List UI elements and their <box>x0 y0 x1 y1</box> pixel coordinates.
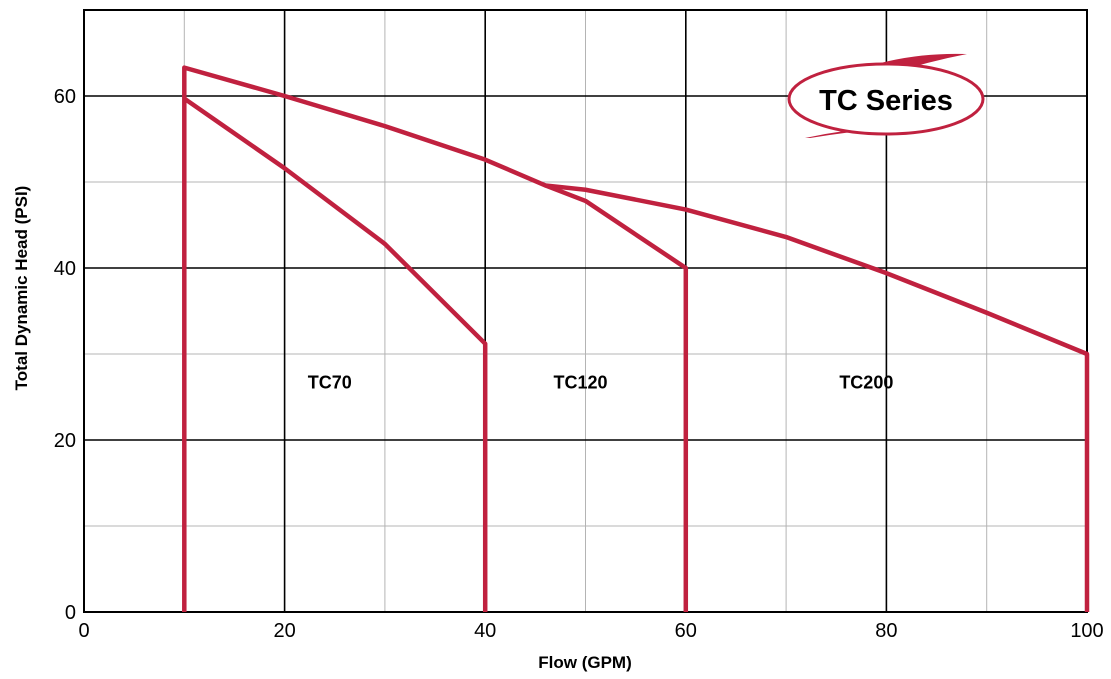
x-tick-label: 0 <box>78 620 89 642</box>
pump-curve-line <box>183 96 488 612</box>
pump-curve-line <box>544 183 689 612</box>
x-tick-label: 20 <box>273 620 295 642</box>
region-label: TC200 <box>839 372 893 392</box>
y-tick-label: 0 <box>65 602 76 624</box>
x-tick-label: 80 <box>875 620 897 642</box>
performance-curves <box>182 65 1090 612</box>
x-tick-label: 40 <box>474 620 496 642</box>
x-axis-title: Flow (GPM) <box>538 653 631 672</box>
tc-series-badge: TC Series <box>787 53 985 138</box>
x-tick-labels: 0 20 40 60 80 100 <box>78 620 1103 642</box>
x-tick-label: 60 <box>675 620 697 642</box>
badge-ellipse <box>787 62 985 136</box>
y-tick-label: 20 <box>54 430 76 452</box>
y-tick-label: 40 <box>54 258 76 280</box>
badge-text: TC Series <box>819 85 953 117</box>
region-label: TC120 <box>553 372 607 392</box>
plot-frame <box>83 9 1088 613</box>
pump-curve-line <box>182 65 1090 612</box>
model-region-labels: TC70 TC120 TC200 <box>308 372 894 392</box>
x-tick-label: 100 <box>1070 620 1103 642</box>
badge-swoosh-bottom <box>805 126 910 138</box>
region-label: TC70 <box>308 372 352 392</box>
y-axis-title: Total Dynamic Head (PSI) <box>12 186 31 391</box>
y-tick-labels: 0 20 40 60 <box>54 86 76 624</box>
y-tick-label: 60 <box>54 86 76 108</box>
